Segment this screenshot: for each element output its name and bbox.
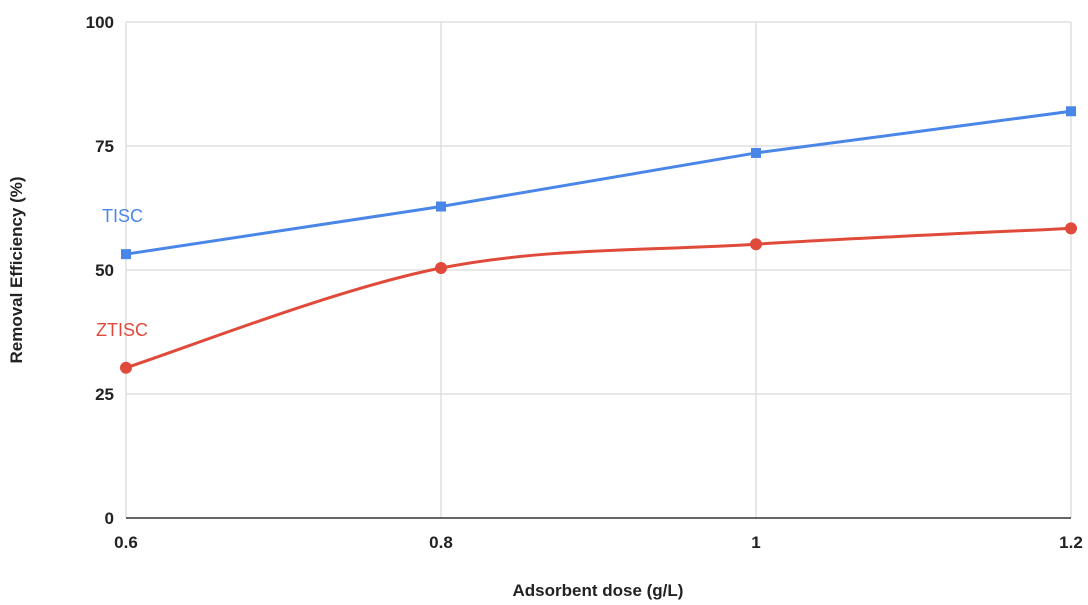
tisc-series-line xyxy=(124,109,1073,256)
ztisc-data-point xyxy=(750,238,762,251)
tisc-data-point xyxy=(1066,106,1076,117)
y-tick-label: 50 xyxy=(95,261,114,280)
tick-labels: 0 25 50 75 100 0.6 0.8 1 1.2 xyxy=(86,13,1083,552)
ztisc-data-point xyxy=(120,361,132,374)
y-tick-label: 0 xyxy=(105,509,114,528)
x-tick-label: 0.8 xyxy=(429,533,453,552)
x-tick-label: 0.6 xyxy=(114,533,138,552)
y-axis-title: Removal Efficiency (%) xyxy=(7,176,26,363)
ztisc-series-label: ZTISC xyxy=(96,320,148,340)
y-tick-label: 100 xyxy=(86,13,114,32)
ztisc-series-line xyxy=(124,226,1073,370)
series-labels: TISC ZTISC xyxy=(96,206,148,340)
series-lines xyxy=(124,109,1073,370)
x-axis-title: Adsorbent dose (g/L) xyxy=(513,581,684,600)
data-points xyxy=(120,106,1077,374)
tisc-series-label: TISC xyxy=(102,206,143,226)
tisc-data-point xyxy=(751,147,761,158)
x-tick-label: 1 xyxy=(751,533,760,552)
y-tick-label: 75 xyxy=(95,137,114,156)
gridlines xyxy=(125,21,1072,518)
ztisc-data-point xyxy=(1065,222,1077,235)
y-tick-label: 25 xyxy=(95,385,114,404)
ztisc-data-point xyxy=(435,262,447,275)
tisc-data-point xyxy=(121,249,131,260)
tisc-data-point xyxy=(436,201,446,212)
x-tick-label: 1.2 xyxy=(1059,533,1083,552)
